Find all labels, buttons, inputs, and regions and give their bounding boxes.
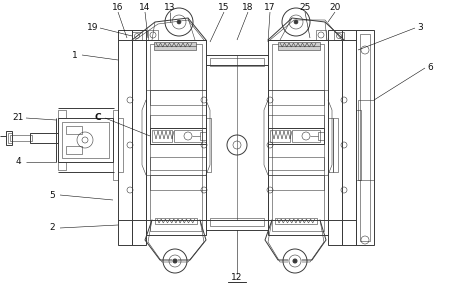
Bar <box>328 30 342 245</box>
Bar <box>210 218 264 226</box>
Text: 19: 19 <box>87 23 99 32</box>
Bar <box>66 126 82 134</box>
Bar <box>154 42 196 50</box>
Bar <box>150 90 206 105</box>
Bar <box>206 220 268 230</box>
Bar <box>210 58 264 66</box>
Bar <box>268 128 324 144</box>
Bar <box>328 118 333 172</box>
Bar <box>113 110 118 180</box>
Bar <box>118 118 123 172</box>
Bar <box>6 131 12 145</box>
Text: 14: 14 <box>139 3 151 12</box>
Bar <box>132 30 146 245</box>
Bar <box>358 100 374 180</box>
Text: 1: 1 <box>72 50 78 59</box>
Text: 18: 18 <box>242 3 254 12</box>
Text: 12: 12 <box>231 273 243 282</box>
Bar <box>356 30 374 245</box>
Circle shape <box>293 259 297 263</box>
Bar <box>150 115 206 128</box>
Bar <box>58 118 113 162</box>
Bar <box>268 90 324 105</box>
Circle shape <box>177 20 181 24</box>
Text: C: C <box>95 113 101 122</box>
Bar <box>58 110 66 118</box>
Bar <box>356 110 361 180</box>
Bar <box>132 32 142 40</box>
Bar <box>148 30 158 40</box>
Bar <box>316 30 326 40</box>
Bar <box>10 135 32 141</box>
Bar <box>152 130 172 142</box>
Bar <box>58 162 66 170</box>
Text: 5: 5 <box>49 191 55 200</box>
Bar <box>150 175 206 190</box>
Bar <box>333 118 338 172</box>
Circle shape <box>294 20 298 24</box>
Text: 3: 3 <box>417 23 423 32</box>
Bar <box>318 132 324 140</box>
Bar <box>334 32 344 40</box>
Circle shape <box>173 259 177 263</box>
Bar <box>360 34 370 241</box>
Bar <box>174 130 202 142</box>
Bar <box>278 42 320 50</box>
Bar <box>8 133 12 143</box>
Bar <box>150 157 206 170</box>
Bar <box>62 122 109 158</box>
Text: 20: 20 <box>329 3 341 12</box>
Bar <box>150 44 202 231</box>
Bar <box>268 115 324 128</box>
Text: 15: 15 <box>218 3 230 12</box>
Bar <box>270 130 290 142</box>
Bar <box>200 132 206 140</box>
Bar <box>268 157 324 170</box>
Bar <box>150 128 206 144</box>
Bar <box>292 130 320 142</box>
Text: 21: 21 <box>12 113 24 122</box>
Text: 4: 4 <box>15 157 21 166</box>
Bar <box>30 133 58 143</box>
Text: 6: 6 <box>427 64 433 72</box>
Text: 16: 16 <box>112 3 124 12</box>
Text: 25: 25 <box>299 3 310 12</box>
Bar <box>342 30 356 245</box>
Bar <box>275 218 317 224</box>
Bar <box>268 40 328 235</box>
Bar <box>118 30 132 245</box>
Bar <box>146 40 206 235</box>
Text: 2: 2 <box>49 224 55 233</box>
Bar <box>272 44 324 231</box>
Bar <box>155 218 197 224</box>
Text: 13: 13 <box>164 3 176 12</box>
Bar <box>66 146 82 154</box>
Bar <box>268 175 324 190</box>
Text: 17: 17 <box>264 3 276 12</box>
Bar <box>206 55 268 65</box>
Bar <box>206 118 211 172</box>
